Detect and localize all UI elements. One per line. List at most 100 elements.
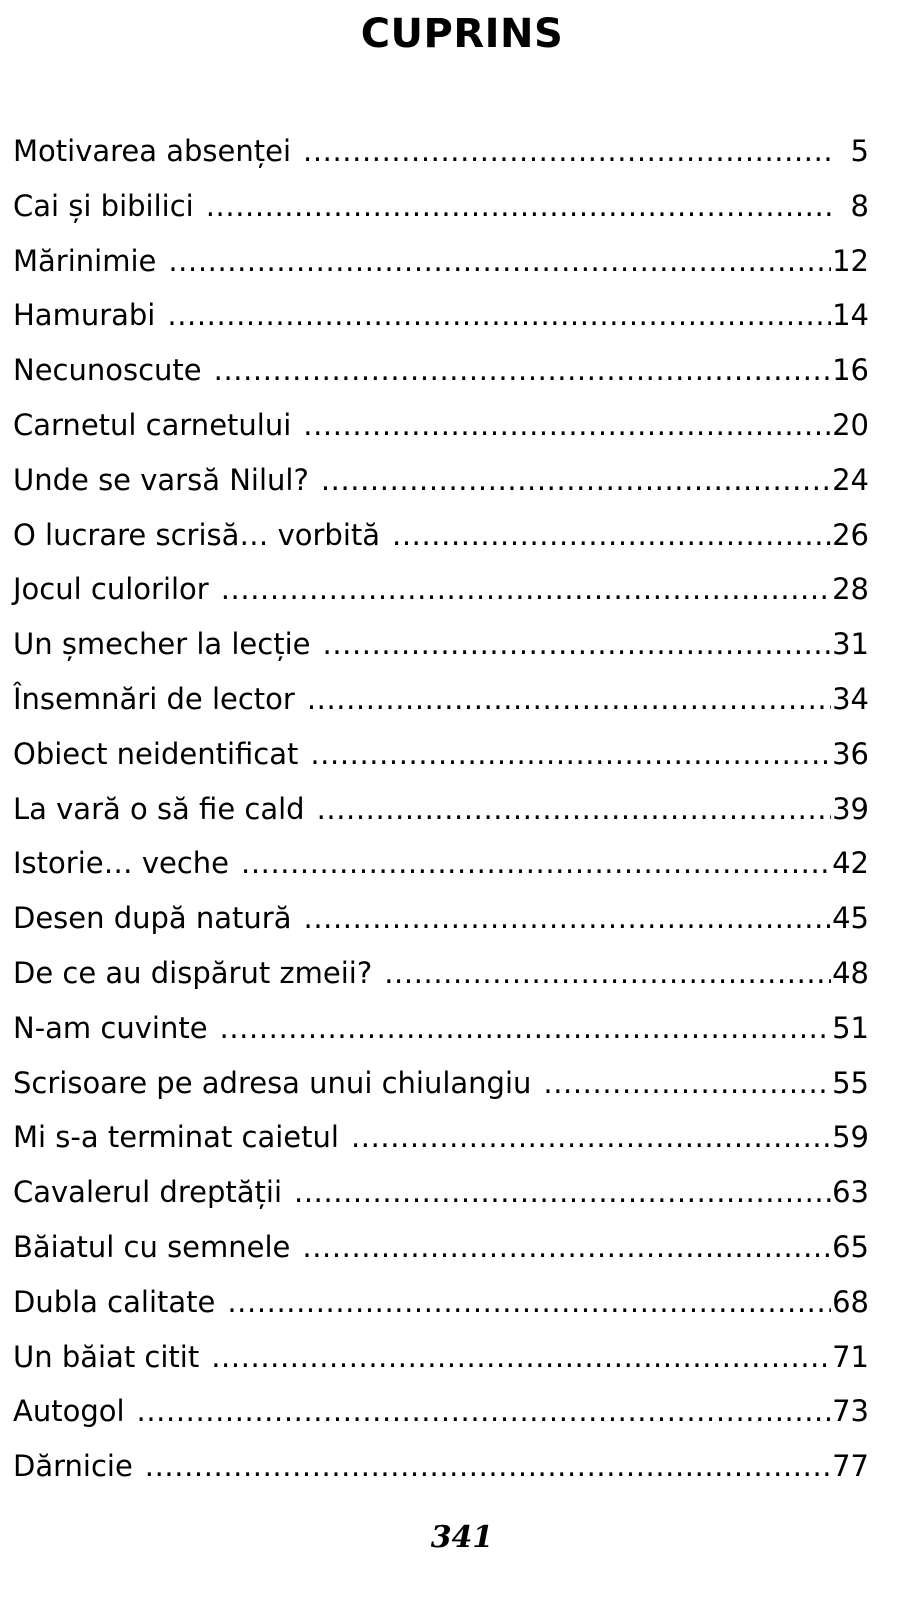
dot-leader: [543, 1056, 831, 1111]
toc-entry-page: 14: [832, 298, 869, 333]
toc-entry[interactable]: Hamurabi 14: [13, 288, 869, 343]
dot-leader: [303, 398, 831, 453]
dot-leader: [304, 891, 831, 946]
toc-entry-page: 16: [832, 353, 869, 388]
toc-entry-page: 31: [832, 627, 869, 662]
toc-entry[interactable]: La vară o să fie cald 39: [13, 782, 869, 837]
dot-leader: [220, 1001, 831, 1056]
toc-entry-title: Un băiat citit: [13, 1339, 200, 1374]
toc-entry[interactable]: N-am cuvinte 51: [13, 1001, 869, 1056]
toc-entry-title: O lucrare scrisă… vorbită: [13, 517, 381, 552]
toc-entry-page: 28: [832, 572, 869, 607]
toc-entry[interactable]: Dărnicie 77: [13, 1439, 869, 1494]
toc-entry[interactable]: Băiatul cu semnele 65: [13, 1220, 869, 1275]
toc-entry[interactable]: Cai și bibilici 8: [13, 179, 869, 234]
dot-leader: [294, 1165, 831, 1220]
dot-leader: [392, 508, 831, 563]
toc-entry-title: La vară o să fie cald: [13, 791, 305, 826]
dot-leader: [302, 1220, 831, 1275]
dot-leader: [227, 1275, 831, 1330]
toc-entry-title: Scrisoare pe adresa unui chiulangiu: [13, 1065, 532, 1100]
toc-entry-title: Dubla calitate: [13, 1284, 216, 1319]
toc-entry-page: 24: [832, 462, 869, 497]
toc-entry-page: 42: [832, 846, 869, 881]
toc-entry[interactable]: Mărinimie 12: [13, 234, 869, 289]
toc-entry-title: Mi s-a terminat caietul: [13, 1120, 339, 1155]
dot-leader: [351, 1110, 831, 1165]
toc-entry-page: 45: [832, 901, 869, 936]
toc-entry-page: 20: [832, 407, 869, 442]
toc-entry-page: 68: [832, 1284, 869, 1319]
dot-leader: [167, 288, 831, 343]
dot-leader: [317, 782, 831, 837]
page-title: CUPRINS: [360, 11, 564, 57]
toc-entry[interactable]: Desen după natură 45: [13, 891, 869, 946]
toc-entry-title: Dărnicie: [13, 1449, 133, 1484]
toc-entry-title: Carnetul carnetului: [13, 407, 292, 442]
toc-entry-page: 26: [832, 517, 869, 552]
toc-entry-title: Autogol: [13, 1394, 125, 1429]
toc-entry[interactable]: Însemnări de lector 34: [13, 672, 869, 727]
toc-entry-title: Un șmecher la lecție: [13, 627, 311, 662]
toc-entry-title: Cavalerul dreptății: [13, 1175, 283, 1210]
toc-entry-title: Cai și bibilici: [13, 188, 194, 223]
toc-entry[interactable]: Mi s-a terminat caietul 59: [13, 1110, 869, 1165]
toc-entry[interactable]: O lucrare scrisă… vorbită 26: [13, 508, 869, 563]
dot-leader: [206, 179, 831, 234]
toc-entry[interactable]: Istorie… veche 42: [13, 836, 869, 891]
toc-entry-title: Mărinimie: [13, 243, 157, 278]
toc-entry[interactable]: Motivarea absenței 5: [13, 124, 869, 179]
toc-entry-title: Motivarea absenței: [13, 134, 292, 168]
toc-entry-title: Necunoscute: [13, 353, 202, 388]
toc-entry[interactable]: Un șmecher la lecție 31: [13, 617, 869, 672]
toc-entry-title: Însemnări de lector: [13, 681, 295, 716]
toc-entry[interactable]: Dubla calitate 68: [13, 1275, 869, 1330]
dot-leader: [211, 1330, 831, 1385]
dot-leader: [310, 727, 831, 782]
dot-leader: [321, 453, 831, 508]
toc-entry-title: Hamurabi: [13, 298, 156, 333]
toc-entry-page: 36: [832, 736, 869, 771]
toc-entry-page: 34: [832, 681, 869, 716]
toc-entry[interactable]: Jocul culorilor 28: [13, 562, 869, 617]
dot-leader: [214, 343, 831, 398]
toc-entry-page: 48: [832, 955, 869, 990]
dot-leader: [145, 1439, 831, 1494]
dot-leader: [168, 234, 831, 289]
toc-entry-page: 12: [832, 243, 869, 278]
toc-entry-title: Desen după natură: [13, 901, 292, 936]
toc-entry[interactable]: Carnetul carnetului 20: [13, 398, 869, 453]
toc-entry-page: 5: [850, 134, 869, 168]
toc-entry[interactable]: Obiect neidentificat 36: [13, 727, 869, 782]
toc-entry[interactable]: Scrisoare pe adresa unui chiulangiu 55: [13, 1056, 869, 1111]
toc-entry-page: 39: [832, 791, 869, 826]
toc-entry-title: Jocul culorilor: [13, 572, 209, 607]
toc-entry-page: 73: [832, 1394, 869, 1429]
toc-entry[interactable]: Autogol 73: [13, 1384, 869, 1439]
page-number: 341: [430, 1520, 494, 1555]
toc-entry[interactable]: De ce au dispărut zmeii? 48: [13, 946, 869, 1001]
toc-entry-page: 51: [832, 1010, 869, 1045]
dot-leader: [241, 836, 831, 891]
toc-entry[interactable]: Necunoscute 16: [13, 343, 869, 398]
dot-leader: [323, 617, 832, 672]
toc-entry-page: 55: [832, 1065, 869, 1100]
toc-entry-page: 71: [832, 1339, 869, 1374]
toc-entry-page: 63: [832, 1175, 869, 1210]
table-of-contents: Motivarea absenței 5 Cai și bibilici 8 Măr…: [13, 124, 869, 1494]
toc-entry[interactable]: Un băiat citit 71: [13, 1330, 869, 1385]
dot-leader: [303, 124, 831, 179]
toc-entry-page: 59: [832, 1120, 869, 1155]
toc-entry-page: 65: [832, 1229, 869, 1264]
toc-entry-title: De ce au dispărut zmeii?: [13, 955, 373, 990]
toc-entry-title: Istorie… veche: [13, 846, 229, 881]
dot-leader: [307, 672, 831, 727]
toc-entry-title: Băiatul cu semnele: [13, 1229, 291, 1264]
toc-entry[interactable]: Unde se varsă Nilul? 24: [13, 453, 869, 508]
toc-entry-page: 8: [850, 188, 869, 223]
toc-entry[interactable]: Cavalerul dreptății 63: [13, 1165, 869, 1220]
toc-entry-page: 77: [832, 1449, 869, 1484]
dot-leader: [221, 562, 831, 617]
dot-leader: [137, 1384, 831, 1439]
dot-leader: [384, 946, 831, 1001]
